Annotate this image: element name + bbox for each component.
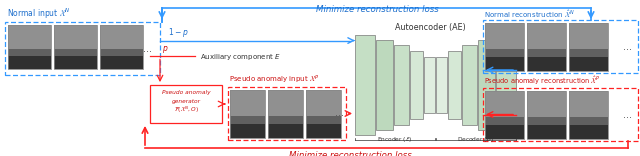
Bar [527,121,566,139]
Bar [569,53,608,71]
Bar [424,57,435,113]
Bar [268,90,303,138]
Bar [230,90,265,138]
Bar [485,49,524,57]
Bar [485,117,524,125]
Text: $p$: $p$ [162,44,168,55]
Bar [230,120,265,138]
Bar [394,45,409,125]
Bar [448,51,461,119]
Bar [306,90,341,138]
Bar [268,90,303,120]
Bar [100,25,143,69]
Bar [306,120,341,138]
Bar [569,23,608,53]
Bar [54,52,97,69]
Bar [485,53,524,71]
Text: Normal input $\mathcal{X}^N$: Normal input $\mathcal{X}^N$ [7,7,70,21]
Bar [527,23,566,53]
Text: $1-p$: $1-p$ [168,26,189,39]
Bar [410,51,423,119]
Bar [54,25,97,52]
Bar [527,53,566,71]
Bar [569,117,608,125]
Text: Minimize reconstruction loss: Minimize reconstruction loss [289,151,412,156]
Bar [527,91,566,139]
Bar [485,23,524,71]
Text: Auxiliary component $E$: Auxiliary component $E$ [200,52,281,62]
Bar [569,23,608,71]
Bar [5,22,160,75]
Text: Decoder ($\mathcal{D}$): Decoder ($\mathcal{D}$) [458,135,495,144]
Bar [230,90,265,120]
Text: Encoder ($\mathcal{E}$): Encoder ($\mathcal{E}$) [378,135,413,144]
Bar [8,25,51,69]
Bar [527,23,566,71]
Bar [436,57,447,113]
Text: ...: ... [335,109,344,119]
Bar [569,121,608,139]
Text: generator: generator [172,99,200,104]
Bar [569,91,608,121]
Text: Pseudo anomaly reconstruction $\hat{\mathcal{X}}^P$: Pseudo anomaly reconstruction $\hat{\mat… [484,75,600,87]
Bar [527,117,566,125]
Bar [485,23,524,53]
Text: ...: ... [623,110,632,119]
Bar [306,116,341,124]
Bar [569,49,608,57]
Bar [376,40,393,130]
Bar [569,91,608,139]
Bar [527,91,566,121]
Bar [54,49,97,56]
Bar [268,116,303,124]
Bar [100,52,143,69]
Bar [485,91,524,121]
Text: Pseudo anomaly input $\mathcal{X}^P$: Pseudo anomaly input $\mathcal{X}^P$ [229,74,319,86]
Bar [230,116,265,124]
Bar [483,20,638,73]
Text: Minimize reconstruction loss: Minimize reconstruction loss [316,5,438,14]
Bar [8,25,51,52]
Bar [8,49,51,56]
Bar [268,120,303,138]
Text: Pseudo anomaly: Pseudo anomaly [162,90,211,95]
Bar [485,91,524,139]
Bar [150,85,222,123]
Bar [228,87,346,140]
Bar [355,35,375,135]
Text: Normal reconstruction $\hat{\mathcal{X}}^N$: Normal reconstruction $\hat{\mathcal{X}}… [484,8,575,19]
Text: Autoencoder (AE): Autoencoder (AE) [395,23,465,32]
Bar [54,25,97,69]
Text: ...: ... [143,44,152,54]
Bar [496,35,516,135]
Bar [462,45,477,125]
Bar [483,88,638,141]
Bar [478,40,495,130]
Text: $\mathcal{F}(\mathcal{X}^N, O)$: $\mathcal{F}(\mathcal{X}^N, O)$ [173,105,198,115]
Bar [8,52,51,69]
Bar [306,90,341,120]
Bar [100,49,143,56]
Text: ...: ... [623,41,632,51]
Bar [527,49,566,57]
Bar [100,25,143,52]
Bar [485,121,524,139]
